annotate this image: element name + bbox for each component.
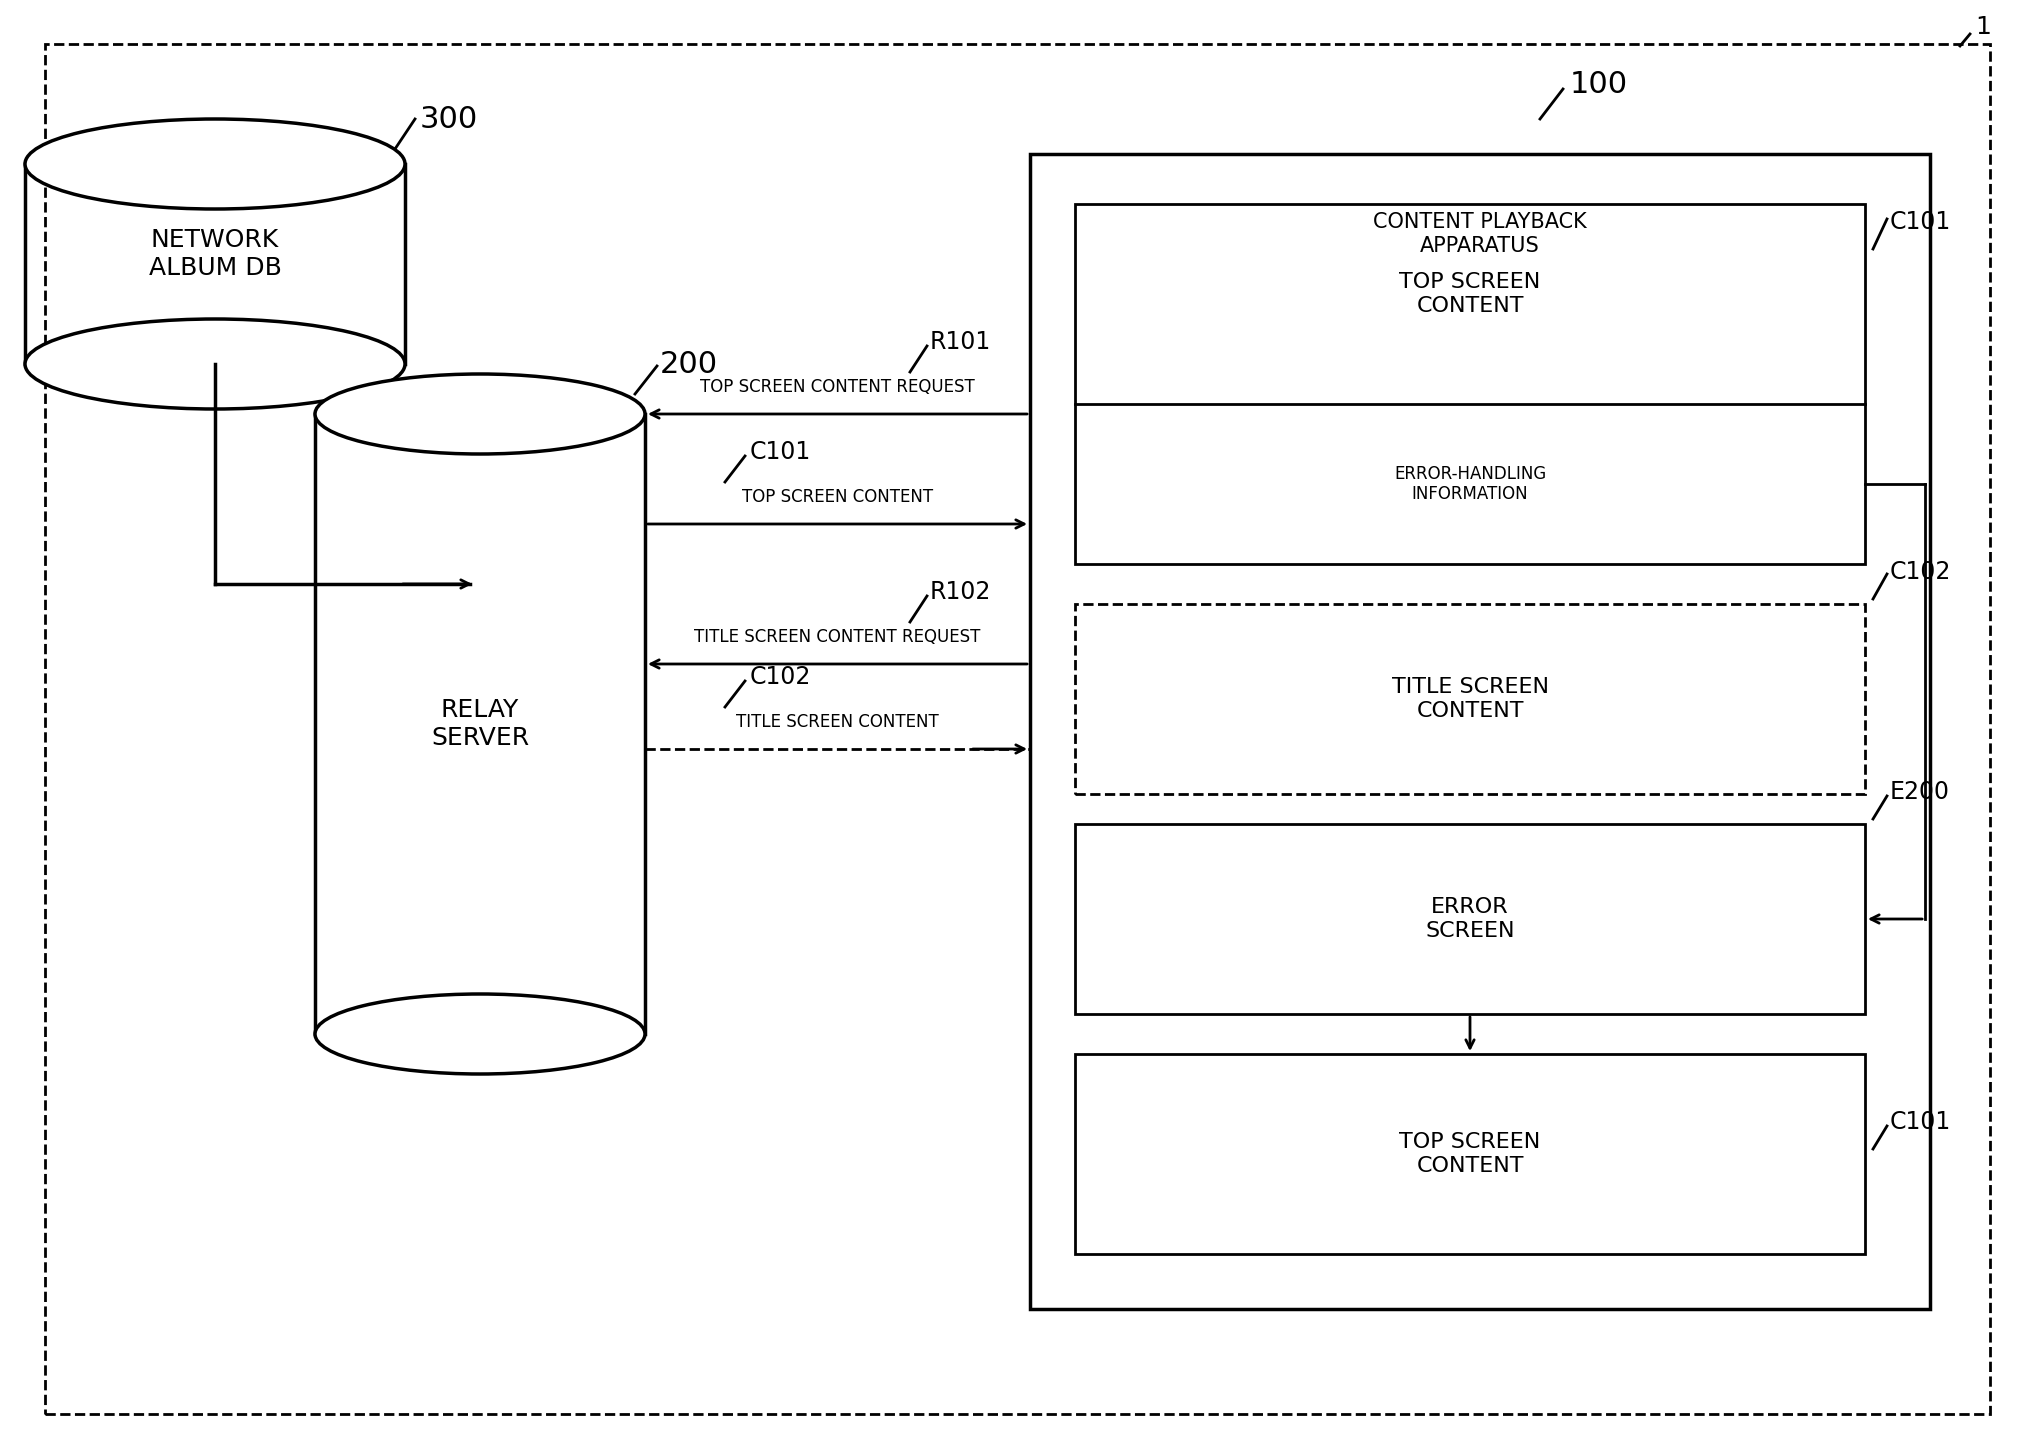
Text: CONTENT PLAYBACK
APPARATUS: CONTENT PLAYBACK APPARATUS	[1374, 212, 1586, 256]
Bar	[1076, 824, 1866, 1013]
Text: R101: R101	[930, 330, 991, 353]
Ellipse shape	[24, 119, 405, 209]
Bar	[1076, 1054, 1866, 1253]
Bar	[1029, 154, 1931, 1309]
Text: ERROR
SCREEN: ERROR SCREEN	[1424, 897, 1515, 941]
Text: TOP SCREEN CONTENT: TOP SCREEN CONTENT	[742, 489, 934, 506]
Text: 300: 300	[419, 105, 478, 134]
Text: TOP SCREEN CONTENT REQUEST: TOP SCREEN CONTENT REQUEST	[701, 378, 975, 395]
Text: TITLE SCREEN CONTENT REQUEST: TITLE SCREEN CONTENT REQUEST	[695, 628, 981, 646]
Text: TITLE SCREEN CONTENT: TITLE SCREEN CONTENT	[735, 712, 938, 731]
Text: TOP SCREEN
CONTENT: TOP SCREEN CONTENT	[1400, 1133, 1540, 1176]
Text: TITLE SCREEN
CONTENT: TITLE SCREEN CONTENT	[1392, 678, 1548, 721]
Ellipse shape	[24, 318, 405, 409]
Text: R102: R102	[930, 580, 991, 603]
Text: C101: C101	[1890, 209, 1951, 234]
Text: 1: 1	[1975, 15, 1992, 39]
Bar	[1076, 204, 1866, 564]
Bar	[1076, 603, 1866, 794]
Text: ERROR-HANDLING
INFORMATION: ERROR-HANDLING INFORMATION	[1394, 465, 1546, 503]
Bar	[314, 414, 644, 1034]
Text: C101: C101	[750, 441, 810, 464]
Text: C102: C102	[1890, 560, 1951, 585]
Text: E200: E200	[1890, 779, 1949, 804]
Ellipse shape	[314, 995, 644, 1075]
Text: C101: C101	[1890, 1109, 1951, 1134]
Text: C102: C102	[750, 664, 810, 689]
Text: NETWORK
ALBUM DB: NETWORK ALBUM DB	[148, 228, 282, 281]
Text: 200: 200	[660, 350, 717, 379]
Text: 100: 100	[1570, 70, 1629, 99]
Text: RELAY
SERVER: RELAY SERVER	[432, 698, 529, 750]
Text: TOP SCREEN
CONTENT: TOP SCREEN CONTENT	[1400, 272, 1540, 316]
Ellipse shape	[314, 374, 644, 454]
